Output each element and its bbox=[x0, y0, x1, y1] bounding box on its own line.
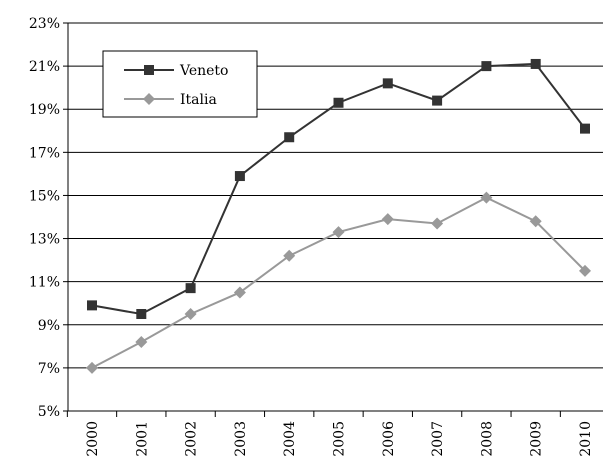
y-tick-label-15: 15% bbox=[29, 188, 60, 204]
point-veneto-2009 bbox=[530, 58, 541, 69]
point-italia-2008 bbox=[480, 191, 493, 204]
y-tick-label-7: 7% bbox=[38, 361, 60, 377]
series-italia bbox=[86, 191, 591, 374]
series-line-italia bbox=[91, 196, 586, 369]
point-veneto-2004 bbox=[284, 132, 295, 143]
legend-box bbox=[102, 50, 258, 118]
legend-marker-italia bbox=[143, 93, 155, 105]
legend: Veneto Italia bbox=[102, 50, 258, 118]
y-tick-label-21: 21% bbox=[29, 59, 60, 75]
x-tick-label-2004: 2004 bbox=[282, 421, 298, 457]
legend-label-italia: Italia bbox=[180, 92, 217, 108]
point-veneto-2006 bbox=[382, 78, 393, 89]
point-veneto-2007 bbox=[432, 95, 443, 106]
series-veneto bbox=[87, 58, 590, 319]
axes bbox=[63, 22, 603, 417]
legend-marker-veneto bbox=[144, 65, 154, 75]
y-tick-label-19: 19% bbox=[29, 102, 60, 118]
x-tick-label-2007: 2007 bbox=[430, 421, 446, 457]
y-tick-label-11: 11% bbox=[29, 275, 60, 291]
point-italia-2000 bbox=[86, 361, 98, 374]
point-veneto-2001 bbox=[136, 309, 147, 319]
point-italia-2007 bbox=[431, 217, 444, 230]
point-veneto-2010 bbox=[580, 123, 590, 134]
point-italia-2009 bbox=[529, 215, 542, 228]
point-italia-2003 bbox=[233, 286, 246, 299]
point-veneto-2003 bbox=[234, 171, 245, 182]
y-tick-label-17: 17% bbox=[29, 145, 60, 161]
point-italia-2004 bbox=[283, 249, 296, 262]
x-tick-label-2000: 2000 bbox=[85, 421, 101, 457]
x-tick-label-2003: 2003 bbox=[233, 421, 249, 457]
x-tick-label-2009: 2009 bbox=[529, 421, 545, 457]
point-veneto-2002 bbox=[185, 283, 196, 294]
point-italia-2010 bbox=[579, 264, 591, 277]
x-tick-label-2002: 2002 bbox=[184, 421, 200, 457]
point-italia-2001 bbox=[135, 336, 148, 349]
x-tick-label-2001: 2001 bbox=[134, 421, 150, 457]
legend-label-veneto: Veneto bbox=[179, 63, 228, 79]
point-veneto-2008 bbox=[481, 61, 492, 72]
y-tick-label-5: 5% bbox=[38, 404, 60, 420]
point-italia-2005 bbox=[332, 226, 345, 239]
x-tick-label-2006: 2006 bbox=[381, 421, 397, 457]
y-tick-label-9: 9% bbox=[38, 318, 60, 334]
x-tick-label-2008: 2008 bbox=[479, 421, 495, 457]
series bbox=[86, 58, 591, 374]
x-tick-label-2010: 2010 bbox=[578, 421, 594, 457]
point-veneto-2005 bbox=[333, 97, 344, 108]
x-tick-labels: 2000 2001 2002 2003 2004 2005 2006 2007 2008 2009… bbox=[85, 421, 594, 457]
x-tick-label-2005: 2005 bbox=[332, 421, 348, 457]
point-italia-2006 bbox=[381, 213, 394, 226]
y-tick-labels: 5% 7% 9% 11% 13% 15% 17% 19% 21% 23% bbox=[29, 16, 60, 420]
y-tick-label-23: 23% bbox=[29, 16, 60, 32]
y-tick-label-13: 13% bbox=[29, 232, 60, 248]
point-veneto-2000 bbox=[87, 300, 97, 311]
point-italia-2002 bbox=[184, 308, 197, 320]
